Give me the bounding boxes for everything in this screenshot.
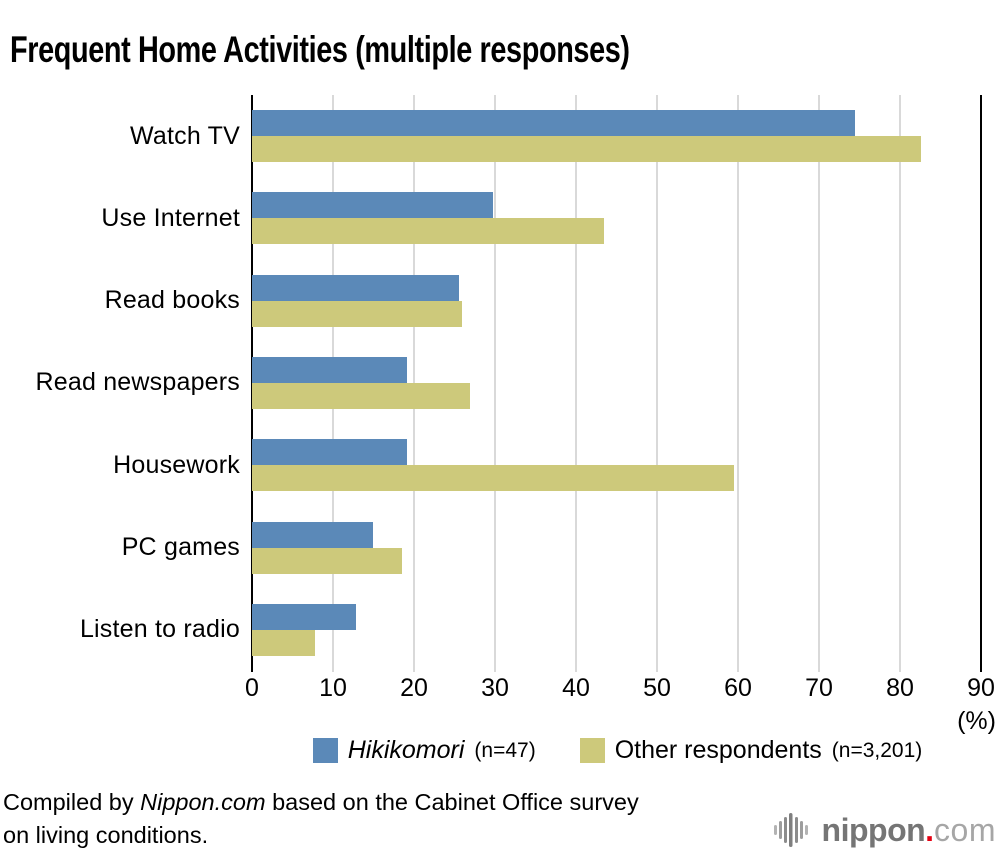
category-label: Use Internet	[101, 203, 240, 232]
bar-other-respondents	[252, 218, 604, 245]
bar-hikikomori	[252, 110, 856, 136]
bar-other-respondents	[252, 629, 316, 656]
legend-label: Hikikomori	[347, 736, 465, 764]
grid-line	[575, 95, 577, 672]
bar-hikikomori	[252, 274, 459, 301]
bar-hikikomori	[252, 603, 356, 630]
bar-hikikomori	[252, 356, 407, 383]
legend-item: Other respondents (n=3,201)	[579, 736, 923, 765]
logo-tld: com	[934, 811, 996, 848]
logo-word: nippon	[821, 811, 926, 848]
grid-line	[899, 95, 901, 672]
legend-swatch	[312, 738, 338, 763]
bar-other-respondents	[252, 136, 922, 162]
x-tick-label: 80	[886, 674, 914, 702]
x-tick-label: 0	[245, 674, 259, 702]
chart-title-text: Frequent Home Activities (multiple respo…	[10, 28, 630, 70]
bar-other-respondents	[252, 382, 470, 409]
x-tick-label: 50	[643, 674, 671, 702]
bar-other-respondents	[252, 300, 462, 327]
sound-wave-icon	[773, 813, 808, 847]
chart-legend: Hikikomori (n=47) Other respondents (n=3,20…	[252, 736, 983, 765]
plot-right-border	[980, 95, 982, 672]
legend-item: Hikikomori (n=47)	[312, 736, 536, 765]
x-tick-label: 30	[481, 674, 509, 702]
x-axis-unit-label: (%)	[957, 707, 996, 735]
bar-chart-plot: 0 10 20 30 40 50 60 70 80 90 Watch TV Use Internet R…	[35, 95, 995, 702]
chart-title: Frequent Home Activities (multiple respo…	[10, 29, 804, 71]
x-tick-label: 90	[967, 674, 995, 702]
nippon-logo: nippon. com	[773, 810, 996, 850]
bar-hikikomori	[252, 521, 373, 548]
x-tick-label: 70	[805, 674, 833, 702]
footer-text-suffix: based on the Cabinet Office survey	[265, 789, 639, 815]
category-label: Read books	[104, 286, 240, 315]
footer-text-prefix: Compiled by	[3, 789, 141, 815]
legend-swatch	[579, 738, 605, 763]
category-label: Read newspapers	[35, 368, 240, 397]
x-tick-label: 60	[724, 674, 752, 702]
category-label: PC games	[121, 533, 240, 562]
grid-line	[494, 95, 496, 672]
bar-hikikomori	[252, 439, 407, 466]
grid-line	[656, 95, 658, 672]
grid-line	[737, 95, 739, 672]
bar-other-respondents	[252, 465, 734, 492]
bar-other-respondents	[252, 547, 402, 574]
grid-line	[818, 95, 820, 672]
x-tick-label: 40	[562, 674, 590, 702]
footer-text-line2: on living conditions.	[3, 822, 209, 848]
bar-hikikomori	[252, 192, 494, 219]
x-tick-label: 20	[400, 674, 428, 702]
category-label: Listen to radio	[79, 615, 240, 644]
category-label: Housework	[113, 450, 240, 479]
legend-sublabel: (n=3,201)	[831, 738, 923, 762]
legend-sublabel: (n=47)	[474, 738, 536, 762]
nippon-logo-text: nippon. com	[822, 812, 996, 849]
logo-dot: .	[925, 811, 935, 848]
footer-source-name: Nippon.com	[140, 789, 266, 815]
source-note: Compiled by Nippon.com based on the Cabi…	[3, 786, 639, 852]
category-label: Watch TV	[130, 121, 240, 150]
x-tick-label: 10	[319, 674, 347, 702]
legend-label: Other respondents	[614, 736, 822, 764]
